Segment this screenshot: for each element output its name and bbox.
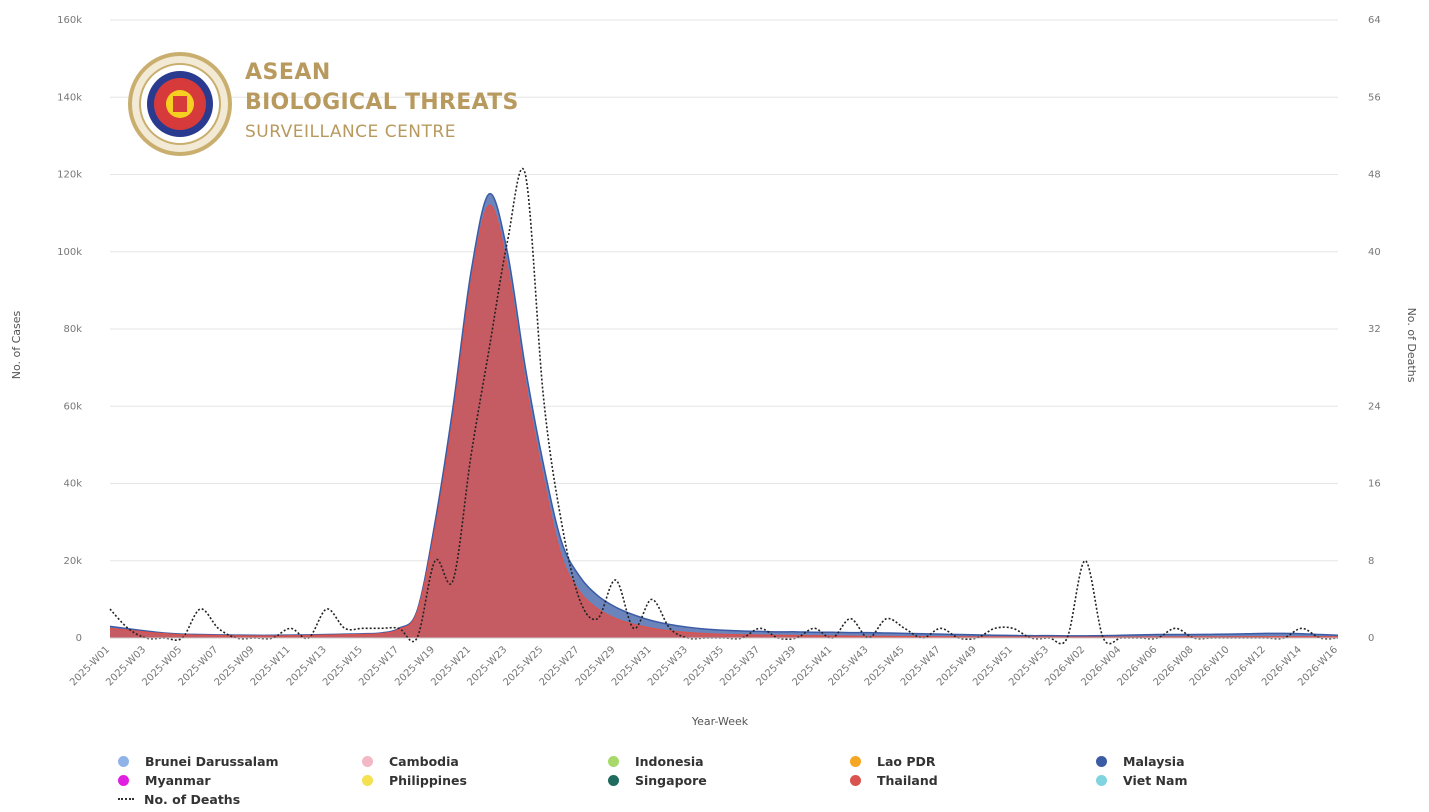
asean-logo: ASEAN BIOLOGICAL THREATS SURVEILLANCE CE… bbox=[125, 52, 545, 162]
legend-dot-icon bbox=[118, 755, 129, 767]
legend-item-malaysia[interactable]: Malaysia bbox=[1096, 752, 1185, 770]
legend-label: Brunei Darussalam bbox=[145, 753, 279, 769]
y2-tick-label: 16 bbox=[1368, 479, 1381, 490]
legend-dot-icon bbox=[362, 774, 373, 786]
y-axis-title: No. of Cases bbox=[10, 310, 23, 379]
legend-item-singapore[interactable]: Singapore bbox=[608, 771, 707, 789]
y2-tick-label: 32 bbox=[1368, 324, 1381, 335]
asean-emblem-icon bbox=[128, 52, 232, 156]
y2-tick-label: 56 bbox=[1368, 92, 1381, 103]
legend-dot-icon bbox=[608, 755, 619, 767]
area-malaysia bbox=[110, 193, 1338, 638]
legend-item-brunei-darussalam[interactable]: Brunei Darussalam bbox=[118, 752, 279, 770]
legend-label: Lao PDR bbox=[877, 753, 936, 769]
legend: Brunei Darussalam Cambodia Indonesia Lao PD… bbox=[118, 752, 1318, 812]
legend-dot-icon bbox=[850, 774, 861, 786]
legend-item-philippines[interactable]: Philippines bbox=[362, 771, 467, 789]
legend-label: Viet Nam bbox=[1123, 772, 1188, 788]
y-axis-left: 0 20k 40k 60k 80k 100k 120k 140k 160k bbox=[57, 15, 82, 644]
legend-label: Cambodia bbox=[389, 753, 459, 769]
y-tick-label: 0 bbox=[76, 633, 82, 644]
x-axis-title: Year-Week bbox=[691, 715, 749, 728]
legend-label: No. of Deaths bbox=[144, 791, 241, 807]
y2-tick-label: 64 bbox=[1368, 15, 1381, 26]
series-areas bbox=[109, 193, 1339, 638]
grid-lines bbox=[110, 19, 1338, 639]
legend-item-myanmar[interactable]: Myanmar bbox=[118, 771, 211, 789]
y-tick-label: 120k bbox=[57, 170, 82, 181]
y2-tick-label: 24 bbox=[1368, 401, 1381, 412]
legend-dot-icon bbox=[118, 774, 129, 786]
legend-dot-icon bbox=[608, 774, 619, 786]
y-tick-label: 20k bbox=[63, 556, 82, 567]
y2-tick-label: 8 bbox=[1368, 556, 1374, 567]
legend-dot-icon bbox=[850, 755, 861, 767]
legend-label: Thailand bbox=[877, 772, 938, 788]
logo-line-2: BIOLOGICAL THREATS bbox=[245, 90, 519, 115]
legend-item-indonesia[interactable]: Indonesia bbox=[608, 752, 704, 770]
legend-item-lao-pdr[interactable]: Lao PDR bbox=[850, 752, 936, 770]
y2-tick-label: 48 bbox=[1368, 170, 1381, 181]
legend-label: Philippines bbox=[389, 772, 467, 788]
legend-label: Singapore bbox=[635, 772, 707, 788]
logo-line-1: ASEAN bbox=[245, 60, 331, 85]
y-axis-right: 0 8 16 24 32 40 48 56 64 bbox=[1368, 15, 1381, 644]
y-tick-label: 160k bbox=[57, 15, 82, 26]
legend-dash-icon bbox=[118, 798, 134, 800]
legend-label: Myanmar bbox=[145, 772, 211, 788]
y-tick-label: 60k bbox=[63, 401, 82, 412]
legend-item-thailand[interactable]: Thailand bbox=[850, 771, 938, 789]
legend-dot-icon bbox=[362, 755, 373, 767]
y-tick-label: 80k bbox=[63, 324, 82, 335]
legend-item-cambodia[interactable]: Cambodia bbox=[362, 752, 459, 770]
line-malaysia bbox=[109, 193, 1339, 637]
area-thailand bbox=[110, 205, 1338, 638]
y-tick-label: 140k bbox=[57, 92, 82, 103]
line-thailand bbox=[109, 204, 1339, 638]
legend-dot-icon bbox=[1096, 755, 1107, 767]
y-tick-label: 40k bbox=[63, 479, 82, 490]
x-axis: 2025-W012025-W032025-W052025-W072025-W09… bbox=[68, 637, 1340, 688]
legend-label: Malaysia bbox=[1123, 753, 1185, 769]
legend-label: Indonesia bbox=[635, 753, 704, 769]
legend-item-viet-nam[interactable]: Viet Nam bbox=[1096, 771, 1187, 789]
y2-tick-label: 40 bbox=[1368, 247, 1381, 258]
y2-tick-label: 0 bbox=[1368, 633, 1374, 644]
legend-dot-icon bbox=[1096, 774, 1107, 786]
logo-line-3: SURVEILLANCE CENTRE bbox=[245, 122, 456, 142]
legend-item-no-of-deaths[interactable]: No. of Deaths bbox=[118, 790, 240, 808]
y-tick-label: 100k bbox=[57, 247, 82, 258]
y2-axis-title: No. of Deaths bbox=[1405, 308, 1418, 383]
